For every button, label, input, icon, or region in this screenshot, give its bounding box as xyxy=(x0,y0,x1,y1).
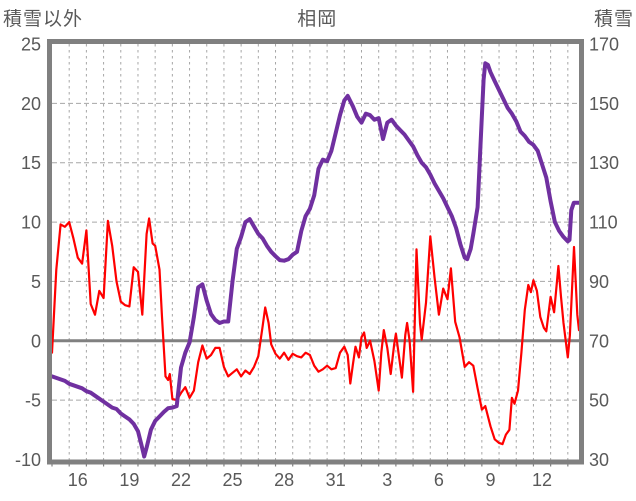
right-axis-tick-label: 150 xyxy=(589,94,619,114)
left-axis-tick-label: 0 xyxy=(31,331,41,351)
x-axis-tick-label: 31 xyxy=(326,470,346,490)
right-axis-tick-label: 70 xyxy=(589,331,609,351)
x-axis-tick-label: 9 xyxy=(485,470,495,490)
left-axis-tick-label: -5 xyxy=(25,391,41,411)
left-axis-tick-label: 25 xyxy=(21,35,41,55)
left-axis-tick-label: -10 xyxy=(15,450,41,470)
left-axis-tick-label: 10 xyxy=(21,213,41,233)
x-axis-tick-label: 22 xyxy=(171,470,191,490)
right-axis-tick-label: 90 xyxy=(589,272,609,292)
x-axis-tick-label: 19 xyxy=(119,470,139,490)
right-axis-tick-label: 50 xyxy=(589,391,609,411)
x-axis-tick-label: 25 xyxy=(223,470,243,490)
chart-title: 相岡 xyxy=(297,9,338,30)
left-axis-tick-label: 20 xyxy=(21,94,41,114)
right-axis-tick-label: 130 xyxy=(589,153,619,173)
right-axis-tick-label: 110 xyxy=(589,213,618,233)
x-axis-tick-label: 12 xyxy=(532,470,552,490)
right-axis-tick-label: 30 xyxy=(589,450,609,470)
left-axis-tick-label: 5 xyxy=(31,272,41,292)
temperature-line xyxy=(52,217,579,446)
left-axis-tick-label: 15 xyxy=(21,153,41,173)
x-axis-tick-label: 16 xyxy=(68,470,88,490)
snow-depth-line xyxy=(52,61,579,459)
right-axis-tick-label: 170 xyxy=(589,35,619,55)
x-axis-tick-label: 3 xyxy=(382,470,392,490)
x-axis-tick-label: 6 xyxy=(434,470,444,490)
left-axis-title: 積雪以外 xyxy=(3,9,84,30)
x-axis-tick-label: 28 xyxy=(274,470,294,490)
right-axis-title: 積雪 xyxy=(593,9,634,30)
plot-frame xyxy=(47,39,584,465)
